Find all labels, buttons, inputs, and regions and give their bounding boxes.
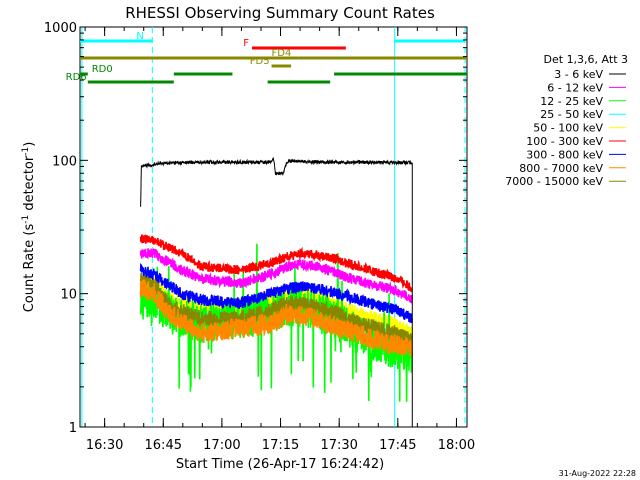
x-tick-label: 17:30 <box>320 438 357 453</box>
x-tick-label: 17:45 <box>379 438 416 453</box>
legend-label: 25 - 50 keV <box>540 108 603 121</box>
y-tick-label: 100 <box>52 154 77 169</box>
x-tick-label: 17:00 <box>203 438 240 453</box>
state-label-rd0: RD0 <box>92 64 113 75</box>
series-line <box>139 262 413 324</box>
legend-label: 50 - 100 keV <box>533 122 603 135</box>
legend-label: 100 - 300 keV <box>526 135 603 148</box>
series-layer <box>139 157 413 427</box>
legend-label: 7000 - 15000 keV <box>505 175 603 188</box>
x-tick-label: 16:30 <box>86 438 123 453</box>
series-line <box>139 279 413 357</box>
plot-frame <box>79 26 468 428</box>
state-label-rd6: RD6 <box>66 72 87 83</box>
y-axis-label: Count Rate (s-1 detector-1) <box>21 142 37 313</box>
x-axis-label: Start Time (26-Apr-17 16:24:42) <box>176 457 384 472</box>
legend-label: 3 - 6 keV <box>554 68 603 81</box>
state-label-f: F <box>243 38 249 49</box>
legend-label: 800 - 7000 keV <box>519 162 603 175</box>
x-tick-label: 16:45 <box>145 438 182 453</box>
series-line <box>139 234 413 293</box>
legend-label: 300 - 800 keV <box>526 148 603 161</box>
y-tick-label: 1000 <box>44 21 77 36</box>
y-axis: 1 10 100 1000 <box>44 21 467 436</box>
x-axis: 16:30 16:45 17:00 17:15 17:30 17:45 18:00 <box>84 27 475 453</box>
legend-label: 12 - 25 keV <box>540 95 603 108</box>
state-label-fd5: FD5 <box>250 56 270 67</box>
y-tick-label: 1 <box>69 421 77 436</box>
date-stamp: 31-Aug-2022 22:28 <box>559 469 636 478</box>
series-line <box>139 247 413 304</box>
legend-title: Det 1,3,6, Att 3 <box>544 53 628 66</box>
y-tick-label: 10 <box>60 288 77 303</box>
chart-title: RHESSI Observing Summary Count Rates <box>125 4 435 22</box>
state-label-fd4: FD4 <box>272 48 292 59</box>
state-label-n: N <box>136 31 143 42</box>
x-tick-label: 18:00 <box>438 438 475 453</box>
legend-label: 6 - 12 keV <box>547 81 603 94</box>
x-tick-label: 17:15 <box>262 438 299 453</box>
series-line <box>140 157 413 207</box>
